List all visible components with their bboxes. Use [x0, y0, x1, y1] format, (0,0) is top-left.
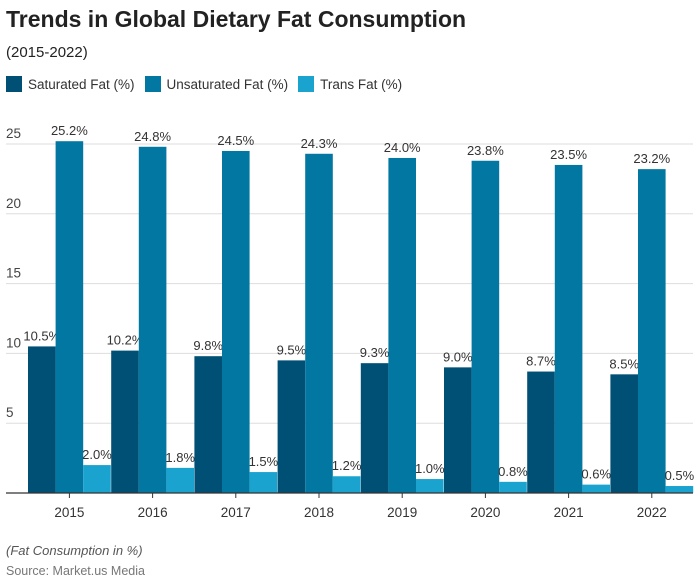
- x-tick-label: 2016: [138, 505, 168, 520]
- data-label: 23.8%: [467, 143, 504, 158]
- bar: [388, 157, 416, 493]
- x-tick-label: 2017: [221, 505, 251, 520]
- bar: [332, 476, 361, 493]
- bar: [277, 360, 306, 493]
- legend-swatch: [144, 76, 161, 92]
- data-label: 9.3%: [360, 345, 390, 360]
- y-tick-label: 25: [6, 126, 21, 141]
- bar: [638, 169, 666, 494]
- chart-subtitle: (2015-2022): [6, 44, 88, 61]
- bar: [360, 363, 389, 493]
- bar: [138, 146, 167, 494]
- data-label: 1.2%: [332, 458, 362, 473]
- legend-item-trans: Trans Fat (%): [298, 76, 402, 92]
- legend-item-unsaturated: Unsaturated Fat (%): [144, 76, 289, 92]
- bar: [582, 484, 610, 493]
- bar: [416, 479, 444, 493]
- data-label: 9.5%: [277, 342, 307, 357]
- data-label: 23.2%: [633, 151, 670, 166]
- legend-swatch: [6, 76, 22, 92]
- data-label: 9.8%: [193, 338, 223, 353]
- y-tick-label: 5: [6, 405, 14, 420]
- data-label: 24.8%: [134, 129, 171, 144]
- bar: [222, 150, 250, 494]
- data-label: 8.5%: [609, 356, 639, 371]
- data-label: 9.0%: [443, 349, 473, 364]
- bar: [444, 367, 472, 493]
- data-label: 24.0%: [384, 140, 421, 155]
- chart-note: (Fat Consumption in %): [6, 543, 143, 558]
- data-label: 25.2%: [51, 123, 88, 138]
- y-tick-label: 10: [6, 335, 21, 350]
- bar: [28, 346, 56, 493]
- data-label: 0.5%: [665, 468, 695, 483]
- bar: [55, 141, 84, 493]
- data-label: 2.0%: [82, 447, 112, 462]
- bar: [83, 465, 111, 493]
- data-label: 8.7%: [526, 354, 556, 369]
- data-label: 1.0%: [415, 461, 445, 476]
- data-label: 24.5%: [217, 133, 254, 148]
- bar: [111, 350, 139, 493]
- bar: [527, 371, 555, 493]
- data-label: 24.3%: [301, 136, 338, 151]
- bar: [499, 481, 527, 493]
- y-tick-label: 15: [6, 266, 21, 281]
- bar: [194, 356, 222, 493]
- bar: [471, 160, 500, 493]
- legend-label: Saturated Fat (%): [28, 76, 135, 92]
- data-label: 1.5%: [249, 454, 279, 469]
- y-tick-label: 20: [6, 196, 21, 211]
- bar: [166, 467, 194, 493]
- legend: Saturated Fat (%) Unsaturated Fat (%) Tr…: [6, 76, 402, 92]
- data-label: 1.8%: [165, 450, 195, 465]
- data-label: 0.6%: [581, 467, 611, 482]
- bar: [665, 486, 694, 493]
- x-tick-label: 2021: [554, 505, 584, 520]
- data-label: 23.5%: [550, 147, 587, 162]
- x-tick-label: 2022: [637, 505, 667, 520]
- bar: [610, 374, 638, 493]
- legend-label: Trans Fat (%): [320, 76, 403, 92]
- x-tick-label: 2020: [470, 505, 500, 520]
- x-tick-label: 2018: [304, 505, 334, 520]
- data-label: 10.2%: [107, 333, 144, 348]
- x-tick-label: 2019: [387, 505, 417, 520]
- data-label: 10.5%: [23, 328, 60, 343]
- bar: [554, 164, 583, 493]
- x-tick-label: 2015: [54, 505, 84, 520]
- bar: [249, 472, 278, 493]
- legend-label: Unsaturated Fat (%): [166, 76, 289, 92]
- legend-swatch: [298, 76, 315, 92]
- chart-title: Trends in Global Dietary Fat Consumption: [6, 6, 467, 32]
- chart-source: Source: Market.us Media: [6, 564, 145, 578]
- data-label: 0.8%: [498, 464, 528, 479]
- legend-item-saturated: Saturated Fat (%): [6, 76, 135, 92]
- bar: [305, 153, 333, 493]
